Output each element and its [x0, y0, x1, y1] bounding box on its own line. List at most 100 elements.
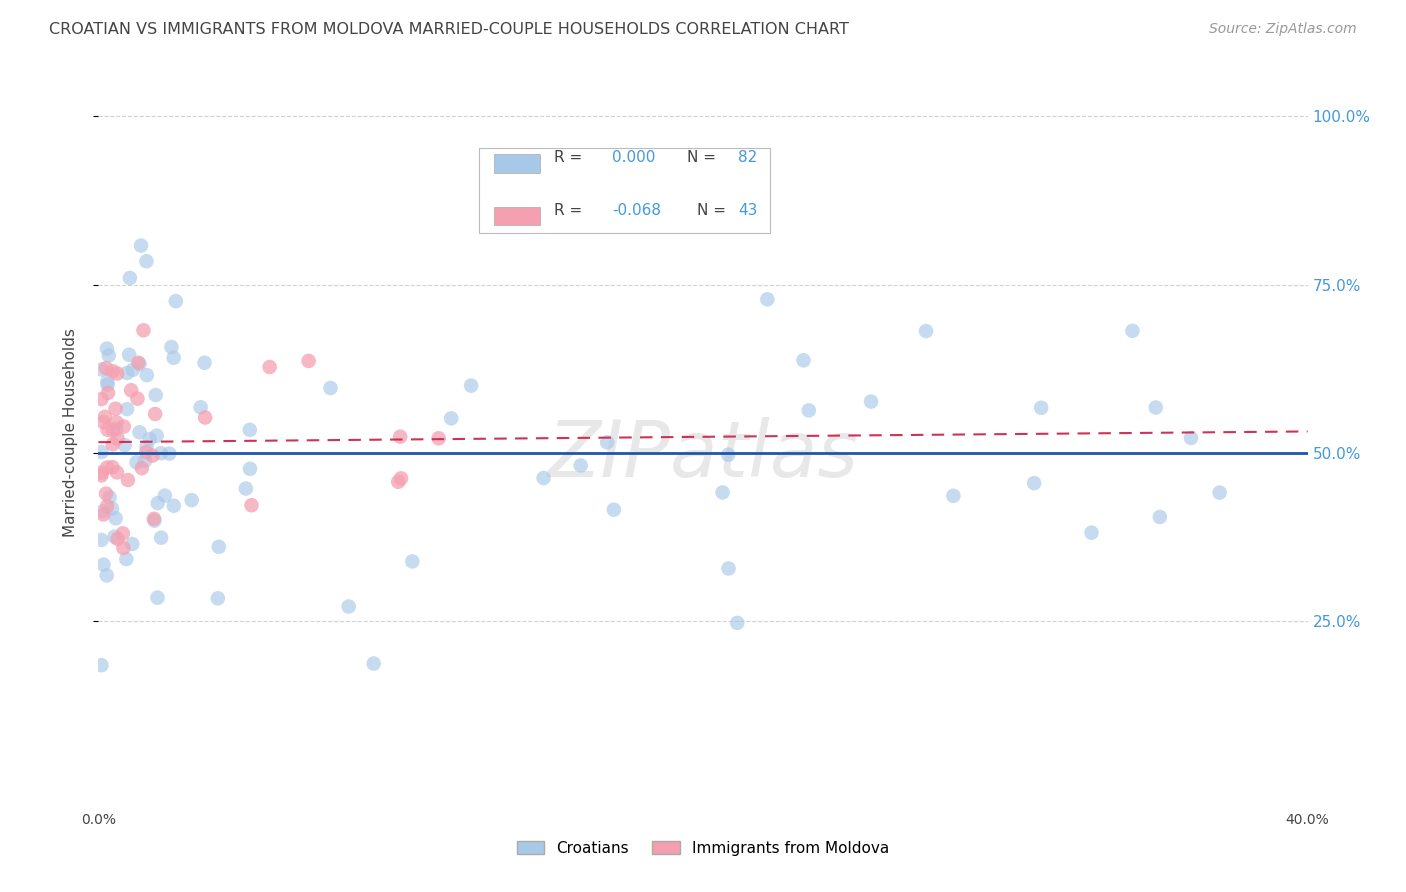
Point	[128, 357, 150, 371]
Point	[134, 454, 156, 468]
Point	[460, 378, 482, 392]
Point	[90, 392, 112, 406]
Point	[105, 466, 128, 480]
Point	[115, 552, 138, 566]
Point	[112, 419, 135, 434]
Point	[145, 388, 167, 402]
Point	[96, 375, 118, 389]
Point	[792, 353, 814, 368]
Point	[259, 359, 281, 374]
Point	[1121, 324, 1143, 338]
Point	[717, 561, 740, 575]
Point	[131, 461, 153, 475]
Text: 0.000: 0.000	[613, 151, 655, 165]
Point	[127, 392, 149, 406]
FancyBboxPatch shape	[494, 207, 540, 226]
Point	[93, 415, 115, 429]
Point	[103, 530, 125, 544]
Point	[96, 342, 118, 356]
Point	[142, 512, 165, 526]
Point	[104, 511, 127, 525]
Point	[150, 531, 173, 545]
Point	[240, 498, 263, 512]
Point	[90, 362, 112, 376]
Text: ZIPatlas: ZIPatlas	[547, 417, 859, 493]
Point	[97, 377, 120, 392]
Text: -0.068: -0.068	[613, 203, 661, 219]
Point	[363, 657, 385, 671]
Point	[146, 591, 169, 605]
Point	[90, 445, 112, 459]
Point	[235, 482, 257, 496]
Point	[427, 431, 450, 445]
Point	[96, 499, 118, 513]
Point	[193, 356, 215, 370]
Point	[141, 449, 163, 463]
Point	[125, 455, 148, 469]
Point	[859, 394, 882, 409]
Point	[389, 430, 412, 444]
Point	[401, 554, 423, 568]
Point	[756, 293, 779, 307]
Text: Source: ZipAtlas.com: Source: ZipAtlas.com	[1209, 22, 1357, 37]
Point	[135, 368, 157, 383]
Text: N =: N =	[688, 151, 721, 165]
Point	[163, 499, 186, 513]
Point	[337, 599, 360, 614]
Point	[1080, 525, 1102, 540]
Point	[149, 446, 172, 460]
Point	[91, 504, 114, 518]
Point	[94, 361, 117, 376]
Point	[101, 460, 124, 475]
Text: 43: 43	[738, 203, 758, 219]
Point	[596, 435, 619, 450]
Point	[711, 485, 734, 500]
Point	[143, 407, 166, 421]
Point	[115, 366, 138, 380]
Point	[111, 526, 134, 541]
Point	[101, 437, 124, 451]
Point	[915, 324, 938, 338]
Point	[96, 460, 118, 475]
Text: CROATIAN VS IMMIGRANTS FROM MOLDOVA MARRIED-COUPLE HOUSEHOLDS CORRELATION CHART: CROATIAN VS IMMIGRANTS FROM MOLDOVA MARR…	[49, 22, 849, 37]
Point	[115, 402, 138, 417]
Point	[118, 348, 141, 362]
Point	[135, 445, 157, 459]
Point	[1024, 476, 1046, 491]
Point	[725, 615, 748, 630]
Point	[138, 432, 160, 446]
Point	[98, 490, 121, 504]
Point	[97, 423, 120, 437]
Point	[207, 591, 229, 606]
Point	[603, 502, 626, 516]
Point	[1149, 510, 1171, 524]
Point	[208, 540, 231, 554]
Point	[389, 471, 412, 485]
Point	[146, 496, 169, 510]
Point	[194, 410, 217, 425]
Point	[717, 448, 740, 462]
Point	[1208, 485, 1230, 500]
Point	[97, 386, 120, 401]
Point	[93, 558, 115, 572]
Point	[112, 541, 135, 555]
Point	[1031, 401, 1053, 415]
Point	[105, 367, 128, 381]
Point	[117, 473, 139, 487]
Point	[145, 428, 167, 442]
Point	[105, 422, 128, 436]
Point	[942, 489, 965, 503]
Point	[165, 294, 187, 309]
Point	[163, 351, 186, 365]
Point	[96, 568, 118, 582]
Point	[298, 354, 321, 368]
Point	[157, 447, 180, 461]
Point	[135, 254, 157, 268]
Point	[190, 401, 212, 415]
Point	[143, 514, 166, 528]
Text: R =: R =	[554, 151, 588, 165]
Point	[160, 340, 183, 354]
Point	[94, 486, 117, 500]
Point	[440, 411, 463, 425]
Point	[101, 501, 124, 516]
